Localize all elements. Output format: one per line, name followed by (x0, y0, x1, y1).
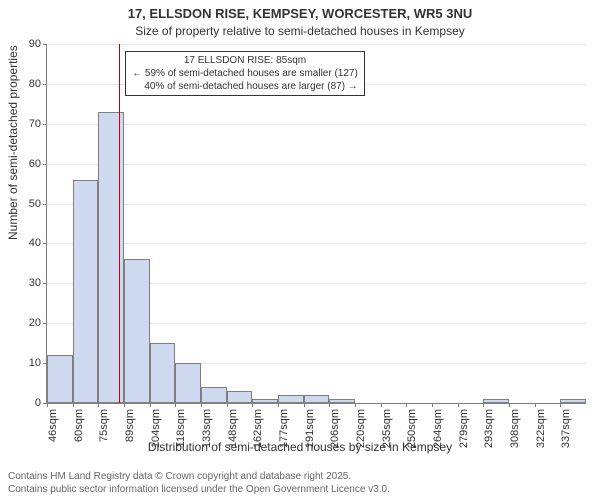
attribution-line2: Contains public sector information licen… (8, 483, 390, 496)
ytick-label: 90 (29, 38, 41, 50)
gridline (47, 124, 586, 125)
xtick-mark (458, 403, 459, 407)
chart-title: 17, ELLSDON RISE, KEMPSEY, WORCESTER, WR… (0, 6, 600, 21)
histogram-bar (98, 112, 124, 403)
ytick-mark (43, 243, 47, 244)
xtick-mark (304, 403, 305, 407)
xtick-mark (406, 403, 407, 407)
attribution: Contains HM Land Registry data © Crown c… (8, 470, 390, 496)
xtick-mark (73, 403, 74, 407)
annotation-box: 17 ELLSDON RISE: 85sqm← 59% of semi-deta… (125, 51, 365, 96)
ytick-label: 70 (29, 118, 41, 130)
histogram-bar (150, 343, 176, 403)
xtick-label: 46sqm (47, 409, 59, 442)
plot-area: 010203040506070809046sqm60sqm75sqm89sqm1… (46, 44, 586, 404)
xtick-mark (175, 403, 176, 407)
xtick-label: 75sqm (98, 409, 110, 442)
annotation-line1: 17 ELLSDON RISE: 85sqm (132, 54, 358, 67)
ytick-label: 20 (29, 317, 41, 329)
marker-line (119, 44, 120, 403)
histogram-bar (560, 399, 586, 403)
gridline (47, 243, 586, 244)
ytick-label: 30 (29, 277, 41, 289)
ytick-label: 10 (29, 357, 41, 369)
ytick-label: 40 (29, 237, 41, 249)
histogram-bar (47, 355, 73, 403)
ytick-mark (43, 323, 47, 324)
plot-inner: 010203040506070809046sqm60sqm75sqm89sqm1… (46, 44, 586, 404)
y-axis-label: Number of semi-detached properties (6, 45, 20, 240)
ytick-mark (43, 283, 47, 284)
xtick-mark (432, 403, 433, 407)
xtick-mark (201, 403, 202, 407)
attribution-line1: Contains HM Land Registry data © Crown c… (8, 470, 390, 483)
xtick-mark (381, 403, 382, 407)
ytick-mark (43, 84, 47, 85)
chart-subtitle: Size of property relative to semi-detach… (0, 24, 600, 38)
ytick-mark (43, 204, 47, 205)
xtick-mark (329, 403, 330, 407)
xtick-mark (124, 403, 125, 407)
histogram-bar (175, 363, 201, 403)
histogram-bar (124, 259, 150, 403)
histogram-bar (201, 387, 227, 403)
xtick-mark (560, 403, 561, 407)
gridline (47, 164, 586, 165)
ytick-label: 80 (29, 78, 41, 90)
ytick-mark (43, 44, 47, 45)
gridline (47, 204, 586, 205)
x-axis-label: Distribution of semi-detached houses by … (0, 440, 600, 454)
xtick-mark (509, 403, 510, 407)
xtick-label: 89sqm (124, 409, 136, 442)
xtick-mark (355, 403, 356, 407)
histogram-bar (329, 399, 355, 403)
xtick-label: 60sqm (73, 409, 85, 442)
ytick-label: 60 (29, 158, 41, 170)
chart-container: 17, ELLSDON RISE, KEMPSEY, WORCESTER, WR… (0, 0, 600, 500)
xtick-mark (483, 403, 484, 407)
ytick-label: 50 (29, 198, 41, 210)
ytick-mark (43, 124, 47, 125)
xtick-mark (98, 403, 99, 407)
gridline (47, 44, 586, 45)
ytick-label: 0 (35, 397, 41, 409)
xtick-mark (278, 403, 279, 407)
histogram-bar (227, 391, 253, 403)
histogram-bar (483, 399, 509, 403)
xtick-mark (47, 403, 48, 407)
histogram-bar (73, 180, 99, 403)
xtick-mark (252, 403, 253, 407)
annotation-line3: 40% of semi-detached houses are larger (… (132, 80, 358, 93)
histogram-bar (252, 399, 278, 403)
ytick-mark (43, 164, 47, 165)
annotation-line2: ← 59% of semi-detached houses are smalle… (132, 67, 358, 80)
histogram-bar (304, 395, 330, 403)
xtick-mark (535, 403, 536, 407)
xtick-mark (150, 403, 151, 407)
histogram-bar (278, 395, 304, 403)
xtick-mark (227, 403, 228, 407)
